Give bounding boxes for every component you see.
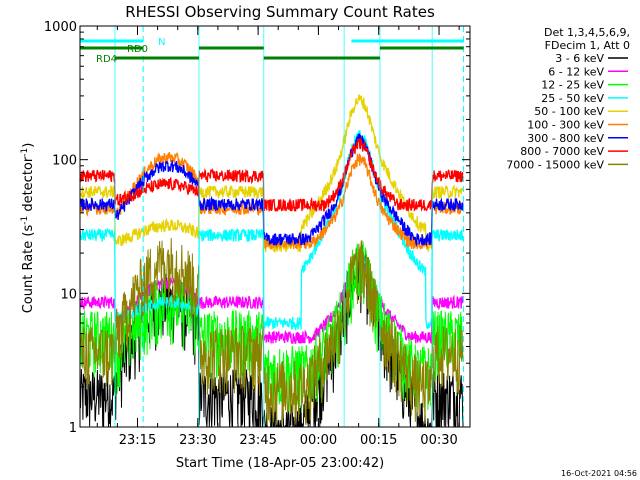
series-line-3 [79,241,464,414]
x-tick-label-6: 00:30 [420,433,457,448]
legend-entry-3: 12 - 25 keV [541,79,604,92]
legend-entry-5: 50 - 100 keV [534,105,604,118]
x-tick-label-1: 23:15 [119,433,156,448]
legend-entry-1: 3 - 6 keV [555,52,604,65]
state-bar-label-rd4: RD4 [96,54,117,65]
overlay-layer: N RD0 RD4 [80,26,465,427]
axes-layer: 1 10 100 1000 23:15 23:30 23:45 00:00 00:15 00:30 [44,20,471,448]
x-axis-label: Start Time (18-Apr-05 23:00:42) [176,456,384,471]
y-tick-label-3: 100 [52,154,77,169]
state-bar-label-rd0: RD0 [127,44,148,55]
legend-entry-4: 25 - 50 keV [541,92,604,105]
y-axis-label: Count Rate (s-1 detector-1) [20,143,36,314]
axes-frame [79,25,471,428]
y-axis-label-close: ) [21,143,36,148]
y-tick-label-4: 1000 [44,20,77,35]
series-layer [79,94,464,428]
legend-entry-8: 800 - 7000 keV [520,145,604,158]
chart-title: RHESSI Observing Summary Count Rates [125,3,435,21]
footer-date: 16-Oct-2021 04:56 [561,469,637,478]
y-axis-label-suffix: detector [21,156,36,216]
series-line-9 [79,237,464,426]
y-axis-label-main: Count Rate (s [21,225,36,314]
series-line-6 [79,151,464,250]
series-line-7 [79,133,464,248]
legend-entry-9: 7000 - 15000 keV [506,158,604,171]
y-tick-label-1: 1 [69,421,77,436]
state-bar-label-n: N [158,37,165,48]
legend-entry-7: 300 - 800 keV [527,132,604,145]
legend-entry-6: 100 - 300 keV [527,119,604,132]
x-tick-label-4: 00:00 [300,433,337,448]
y-axis-label-sup2: -1 [20,148,30,157]
series-line-8 [79,137,464,213]
y-tick-label-2: 10 [60,287,77,302]
x-tick-label-2: 23:30 [179,433,216,448]
x-tick-label-5: 00:15 [360,433,397,448]
legend-header-2: FDecim 1, Att 0 [545,39,630,52]
legend-entry-2: 6 - 12 keV [548,65,604,78]
y-axis-label-sup: -1 [20,216,30,225]
x-tick-label-3: 23:45 [239,433,276,448]
legend-header-1: Det 1,3,4,5,6,9, [544,26,630,39]
legend: Det 1,3,4,5,6,9,FDecim 1, Att 03 - 6 keV… [506,26,630,171]
